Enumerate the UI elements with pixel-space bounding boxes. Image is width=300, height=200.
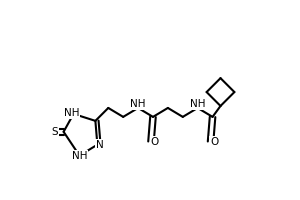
Text: O: O [210, 137, 218, 147]
Text: NH: NH [72, 151, 87, 161]
Text: S: S [51, 127, 58, 137]
Text: O: O [150, 137, 159, 147]
Text: NH: NH [190, 99, 206, 109]
Text: NH: NH [64, 108, 79, 118]
Text: NH: NH [130, 99, 146, 109]
Text: N: N [96, 140, 103, 150]
